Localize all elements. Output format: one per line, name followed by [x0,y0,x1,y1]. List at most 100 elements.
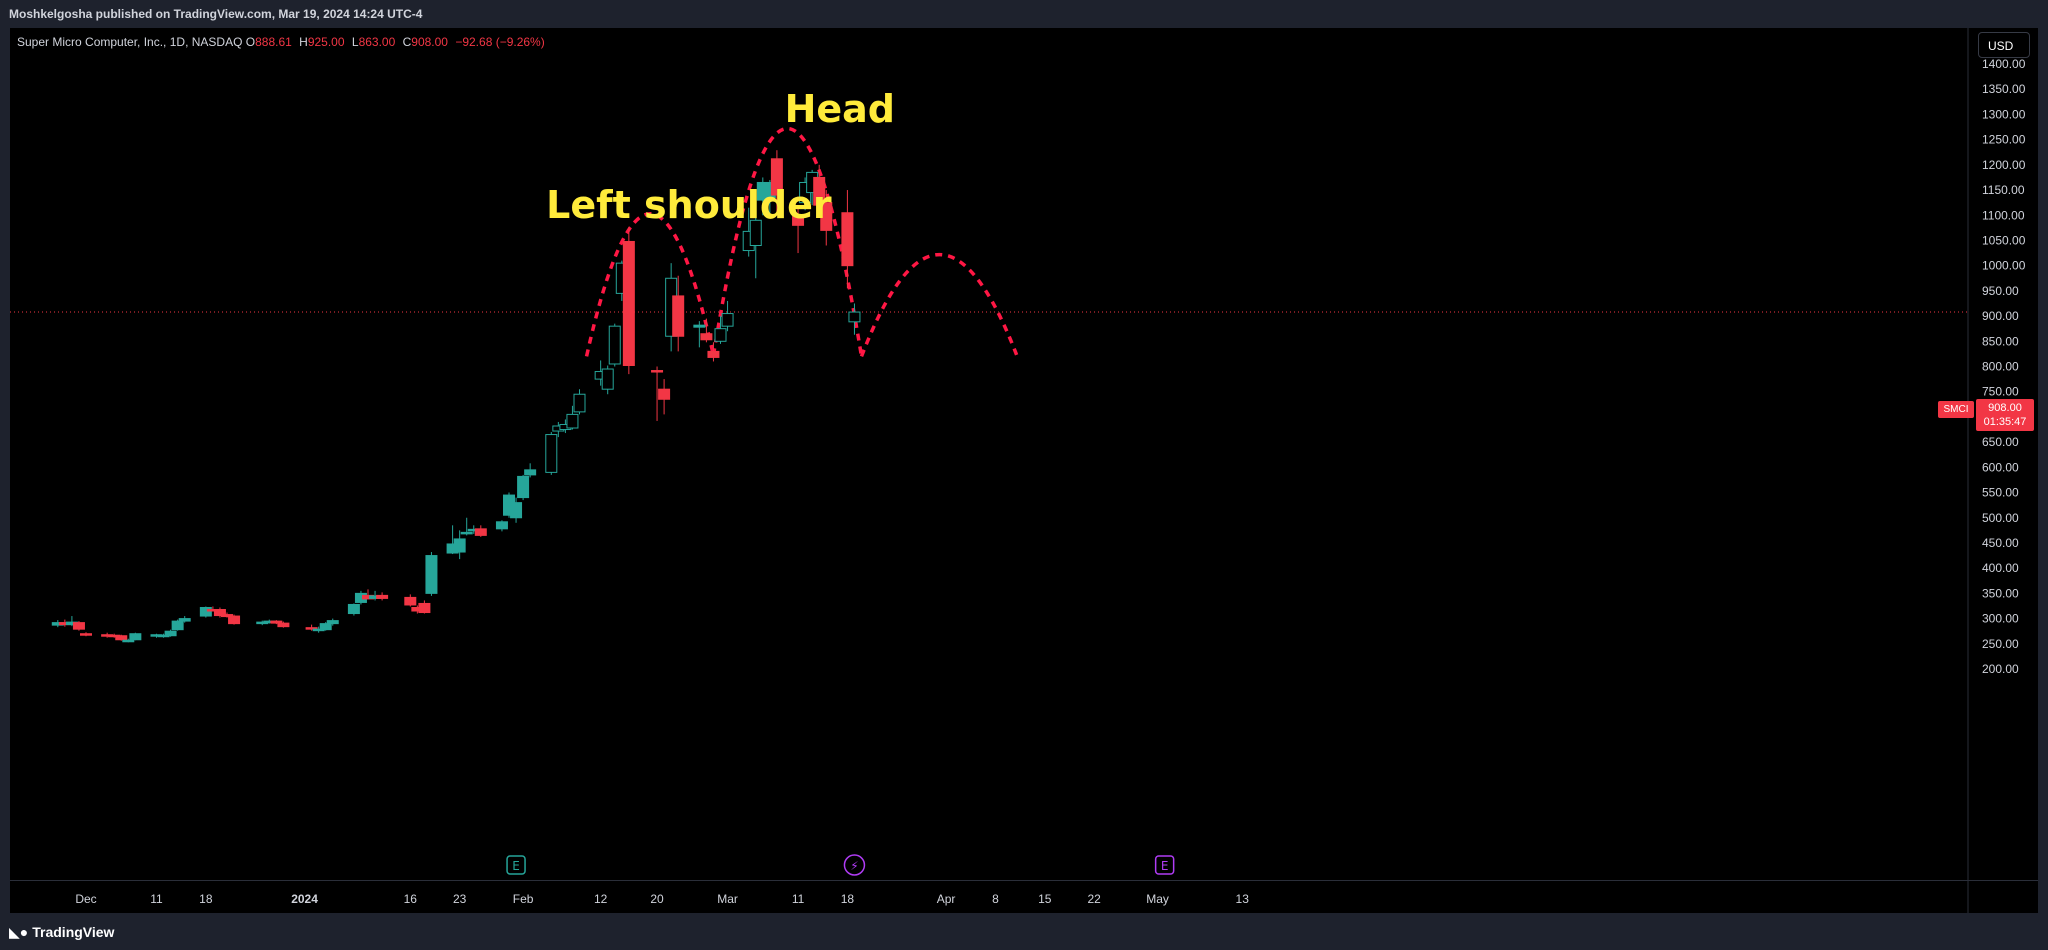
candle-body [573,393,586,413]
candle [319,622,332,631]
candle-body [213,609,226,617]
legend-low-label: L [351,35,359,49]
candlestick-chart[interactable]: 200.00 250.00 300.00 350.00 400.00 450.00 500.… [10,28,2038,913]
candle [721,300,734,332]
price-tick-label: 500.00 [1982,511,2019,525]
candle-body [228,615,241,625]
price-tick-label: 300.00 [1982,612,2019,626]
tradingview-logo[interactable]: ◣● TradingView [9,924,114,941]
candle-body [199,606,212,617]
candle-body [115,635,128,641]
legend-close: 908.00 [411,35,448,49]
candle [72,621,85,631]
candle-body [658,388,671,400]
publisher-bar: Moshkelgosha published on TradingView.co… [0,0,2048,28]
price-tick-label: 450.00 [1982,536,2019,550]
earnings-icon: E [1154,855,1175,875]
candle [813,164,826,213]
price-tick-label: 250.00 [1982,637,2019,651]
price-tick-label: 350.00 [1982,586,2019,600]
candle [164,629,177,637]
candle [122,638,135,643]
currency-button[interactable]: USD [1978,32,2030,58]
price-tick-label: 1000.00 [1982,259,2026,273]
candle-body [524,469,537,476]
time-tick-label: 12 [594,892,608,906]
candle-body [700,333,713,341]
time-tick-label: 22 [1087,892,1101,906]
candle [622,226,635,375]
candle-body [347,603,360,615]
bar-countdown: 01:35:47 [1983,416,2027,428]
candle [228,614,241,625]
candle [326,618,339,626]
candle [171,619,184,631]
chart-legend: Super Micro Computer, Inc., 1D, NASDAQ O… [17,35,545,49]
candle-body [80,633,92,636]
time-tick-label: Apr [937,892,956,906]
split-marker-ring [843,854,866,876]
candle [651,366,664,421]
candle-body [693,324,706,328]
candle-body [178,618,191,622]
candle [347,603,360,616]
price-tick-label: 1150.00 [1982,183,2025,197]
earnings-icon: E [506,855,526,875]
price-tick-label: 950.00 [1982,284,2019,298]
candle [270,620,283,625]
price-tick-label: 1250.00 [1982,133,2026,147]
candle-body [841,212,854,267]
candle-body [129,633,142,641]
time-tick-label: 16 [404,892,418,906]
candle-body [517,475,530,499]
candle [453,530,466,560]
time-tick-label: 23 [453,892,467,906]
candle-body [608,325,621,365]
price-tick-label: 550.00 [1982,486,2019,500]
price-tick-label: 800.00 [1982,360,2019,374]
price-tick-label: 600.00 [1982,460,2019,474]
time-tick-label: 11 [150,892,163,906]
price-tick-label: 750.00 [1982,385,2019,399]
publisher-text: Moshkelgosha published on TradingView.co… [9,7,423,21]
candle-body [813,176,826,206]
price-tick-label: 850.00 [1982,334,2019,348]
candle-body [707,350,720,358]
candle [517,474,530,501]
chart-panel[interactable]: 200.00 250.00 300.00 350.00 400.00 450.00 500.… [10,28,2038,913]
price-tick-label: 650.00 [1982,435,2019,449]
candle [129,632,142,641]
candle-body [714,328,727,342]
candle-body [545,434,558,473]
legend-high: 925.00 [307,35,345,49]
left-shoulder-label: Left shoulder [546,183,832,227]
pattern-curve [584,212,716,357]
price-tick-label: 1350.00 [1982,82,2026,96]
candle [693,321,706,348]
candle-body [270,620,283,624]
symbol-price-tag: SMCI [1938,401,1974,418]
legend-change: −92.68 (−9.26%) [455,35,545,49]
candle-body [319,623,332,631]
candle [608,323,621,367]
candle [792,207,805,254]
candle [495,520,508,532]
candle [425,552,438,596]
candle [277,621,290,628]
legend-open-label: O [245,35,256,49]
pattern-curve [711,126,864,357]
time-tick-label: May [1146,892,1169,906]
price-tick-label: 200.00 [1982,662,2019,676]
tradingview-logo-icon: ◣● [9,924,29,940]
price-tick-label: 1300.00 [1982,107,2026,121]
time-tick-label: Mar [717,892,738,906]
candle-body [453,538,466,553]
candle [178,616,191,623]
candle-body [460,531,473,535]
candle-body [277,622,290,628]
time-tick-label: 18 [199,892,213,906]
candle [841,190,854,289]
legend-low: 863.00 [358,35,396,49]
legend-high-label: H [299,35,308,49]
candle-body [820,202,833,231]
